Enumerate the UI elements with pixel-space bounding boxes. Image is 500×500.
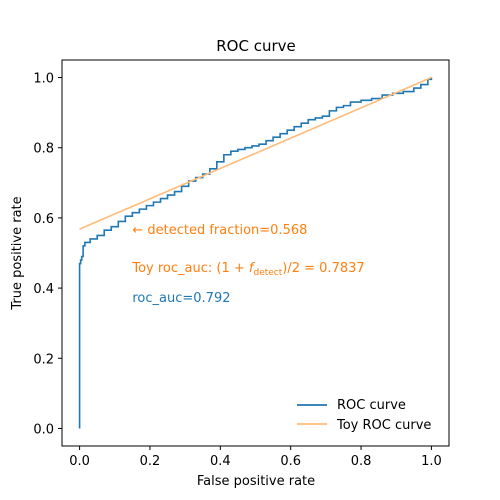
annotation-toy-roc-auc-math-b: )/2 = 0.7837 (282, 261, 364, 276)
series-line-roc-curve (78, 77, 433, 429)
annotation-toy-roc-auc: Toy roc_auc: (1 + fdetect)/2 = 0.7837 (131, 261, 364, 278)
series-layer (78, 76, 433, 429)
y-tick-label: 0.2 (33, 352, 54, 367)
ticks-layer: 0.0 0.2 0.4 0.6 0.8 1.0 0.0 0.2 0.4 0.6 0.8 1.0 (33, 72, 441, 469)
legend-label-roc-curve: ROC curve (337, 398, 406, 413)
annotation-toy-roc-auc-math-a: (1 + (216, 261, 249, 276)
x-tick-label: 1.0 (421, 454, 442, 469)
y-axis-title: True positive rate (10, 196, 25, 310)
y-tick-label: 0.6 (33, 212, 54, 227)
y-tick-label: 0.0 (33, 422, 54, 437)
y-tick-label: 1.0 (33, 72, 54, 87)
legend-label-toy-roc-curve: Toy ROC curve (336, 418, 431, 433)
chart-title: ROC curve (216, 37, 296, 55)
series-line-toy-roc-curve (79, 76, 432, 230)
annotation-layer: ← detected fraction=0.568 Toy roc_auc: (… (131, 223, 364, 306)
axes-frame (61, 59, 450, 447)
y-tick-label: 0.8 (33, 142, 54, 157)
annotation-detected-fraction: ← detected fraction=0.568 (132, 223, 307, 238)
annotation-toy-roc-auc-f: f (249, 261, 256, 276)
legend: ROC curve Toy ROC curve (297, 398, 431, 433)
y-tick-label: 0.4 (33, 282, 54, 297)
annotation-roc-auc: roc_auc=0.792 (132, 291, 230, 306)
x-tick-label: 0.6 (280, 454, 301, 469)
annotation-toy-roc-auc-sub: detect (253, 268, 282, 278)
plot-area: ← detected fraction=0.568 Toy roc_auc: (… (78, 76, 433, 429)
annotation-toy-roc-auc-prefix: Toy roc_auc: (131, 261, 216, 276)
x-tick-label: 0.4 (210, 454, 231, 469)
x-axis-title: False positive rate (197, 474, 315, 489)
x-tick-label: 0.2 (140, 454, 161, 469)
x-tick-label: 0.0 (69, 454, 90, 469)
x-tick-label: 0.8 (351, 454, 372, 469)
